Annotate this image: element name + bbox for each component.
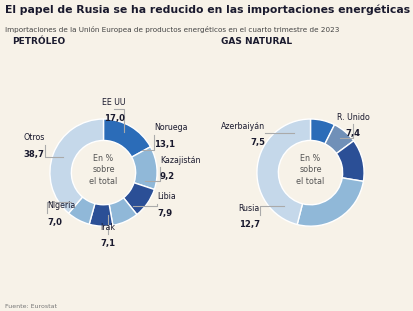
Text: En %
sobre
el total: En % sobre el total <box>296 154 324 186</box>
Wedge shape <box>336 141 363 181</box>
Text: 13,1: 13,1 <box>154 140 175 149</box>
Text: Libia: Libia <box>157 192 176 201</box>
Text: Noruega: Noruega <box>154 123 188 132</box>
Text: PETRÓLEO: PETRÓLEO <box>12 37 66 46</box>
Wedge shape <box>50 119 103 213</box>
Text: En %
sobre
el total: En % sobre el total <box>89 154 117 186</box>
Text: Rusia: Rusia <box>238 204 259 213</box>
Text: Importaciones de la Unión Europea de productos energéticos en el cuarto trimestr: Importaciones de la Unión Europea de pro… <box>5 26 339 34</box>
Text: 9,2: 9,2 <box>159 172 174 181</box>
Text: Nigeria: Nigeria <box>47 201 75 210</box>
Text: Irak: Irak <box>100 223 115 231</box>
Text: Kazajistán: Kazajistán <box>159 156 200 165</box>
Text: R. Unido: R. Unido <box>336 113 369 122</box>
Text: 38,7: 38,7 <box>24 150 45 159</box>
Text: 7,5: 7,5 <box>249 138 264 147</box>
Text: EE UU: EE UU <box>102 98 126 107</box>
Text: Azerbaiyán: Azerbaiyán <box>220 122 264 131</box>
Text: 12,7: 12,7 <box>238 220 259 229</box>
Wedge shape <box>103 119 150 157</box>
Text: GAS NATURAL: GAS NATURAL <box>221 37 292 46</box>
Text: 7,1: 7,1 <box>100 239 115 248</box>
Text: El papel de Rusia se ha reducido en las importaciones energéticas eur: El papel de Rusia se ha reducido en las … <box>5 5 413 15</box>
Wedge shape <box>123 183 154 215</box>
Text: Otros: Otros <box>23 133 45 142</box>
Text: 17,0: 17,0 <box>104 114 124 123</box>
Text: 7,0: 7,0 <box>47 218 62 227</box>
Wedge shape <box>310 119 334 144</box>
Text: 7,9: 7,9 <box>157 208 172 217</box>
Wedge shape <box>131 147 157 189</box>
Wedge shape <box>256 119 310 225</box>
Text: 7,4: 7,4 <box>345 129 360 138</box>
Wedge shape <box>324 125 353 154</box>
Wedge shape <box>109 198 137 225</box>
Wedge shape <box>89 204 113 226</box>
Text: Fuente: Eurostat: Fuente: Eurostat <box>5 304 57 309</box>
Wedge shape <box>297 178 363 226</box>
Wedge shape <box>69 197 95 224</box>
